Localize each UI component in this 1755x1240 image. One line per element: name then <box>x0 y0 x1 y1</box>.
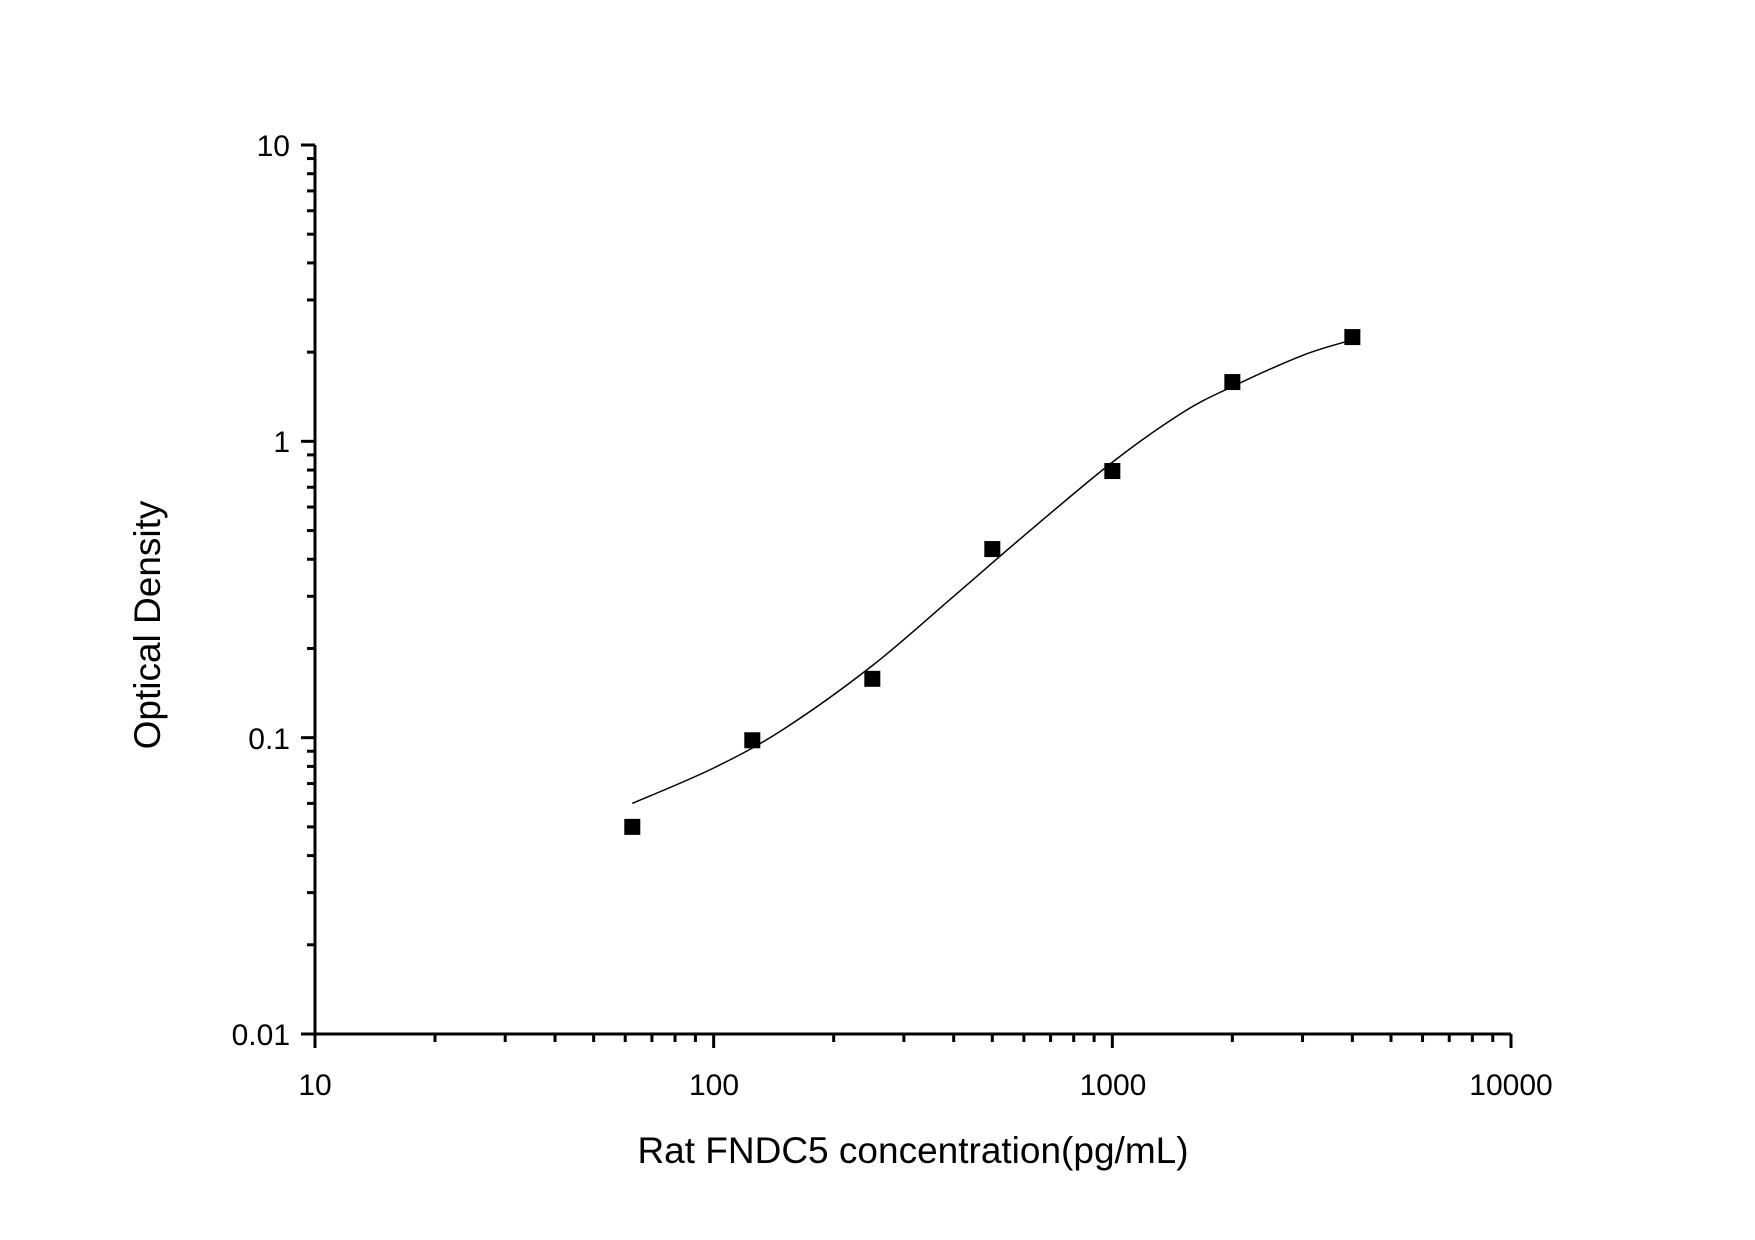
y-tick-labels: 10 1 0.1 0.01 <box>232 130 290 1052</box>
data-point-square-marker <box>864 670 881 687</box>
data-point-square-marker <box>1344 329 1361 346</box>
axis-major-ticks <box>301 143 1513 1048</box>
data-point-square-marker <box>624 818 641 835</box>
data-point-square-marker <box>1104 463 1121 480</box>
y-tick-label: 0.1 <box>248 723 290 756</box>
x-tick-label: 1000 <box>1080 1069 1147 1102</box>
y-axis-title: Optical Density <box>127 500 168 749</box>
y-tick-label: 10 <box>257 130 290 163</box>
y-tick-label: 1 <box>273 426 290 459</box>
fitted-curve <box>631 339 1353 805</box>
x-tick-label: 100 <box>689 1069 739 1102</box>
x-tick-labels: 10 100 1000 10000 <box>298 1069 1552 1102</box>
y-tick-label: 0.01 <box>232 1019 290 1052</box>
x-axis-title: Rat FNDC5 concentration(pg/mL) <box>637 1130 1188 1171</box>
x-tick-label: 10 <box>298 1069 331 1102</box>
data-point-square-marker <box>744 732 761 749</box>
data-point-square-marker <box>984 541 1001 558</box>
data-points <box>624 329 1361 835</box>
data-point-square-marker <box>1224 374 1241 391</box>
x-tick-label: 10000 <box>1469 1069 1552 1102</box>
